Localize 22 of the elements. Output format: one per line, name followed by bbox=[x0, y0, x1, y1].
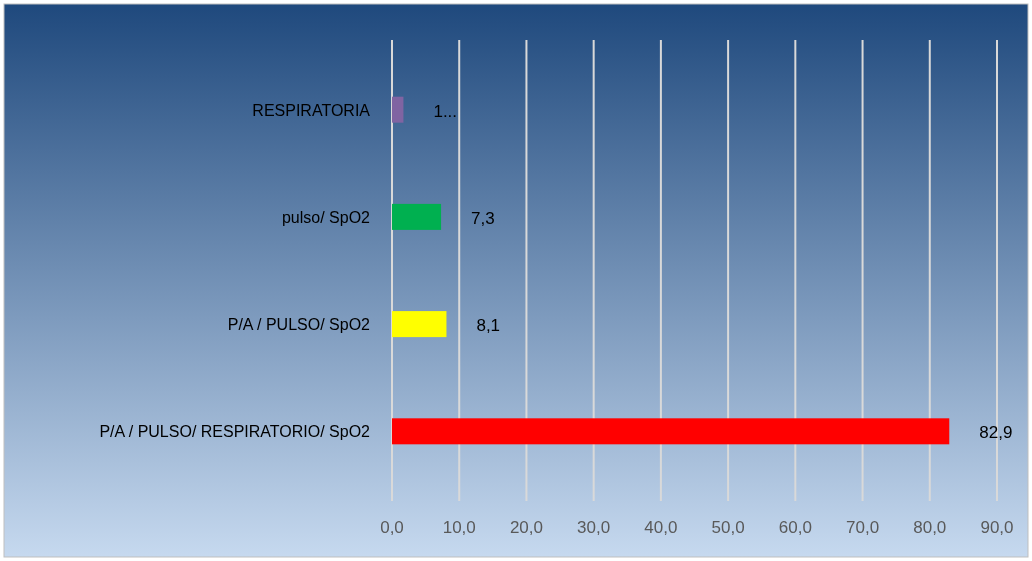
y-tick-label: P/A / PULSO/ RESPIRATORIO/ SpO2 bbox=[99, 423, 371, 441]
bar bbox=[392, 311, 447, 338]
x-tick-label: 40,0 bbox=[644, 518, 678, 537]
x-tick-label: 80,0 bbox=[913, 518, 947, 537]
bar bbox=[392, 418, 950, 445]
y-tick-label: pulso/ SpO2 bbox=[281, 208, 371, 226]
x-tick-label: 30,0 bbox=[577, 518, 611, 537]
x-tick-label: 10,0 bbox=[442, 518, 476, 537]
x-tick-label: 90,0 bbox=[980, 518, 1014, 537]
x-tick-label: 20,0 bbox=[509, 518, 543, 537]
data-label: 1... bbox=[433, 101, 458, 121]
data-label: 7,3 bbox=[471, 208, 495, 228]
bar bbox=[392, 203, 442, 230]
x-tick-label: 60,0 bbox=[778, 518, 812, 537]
data-label: 8,1 bbox=[476, 316, 501, 336]
y-tick-label: RESPIRATORIA bbox=[252, 101, 371, 119]
x-tick-label: 70,0 bbox=[846, 518, 880, 537]
x-tick-label: 50,0 bbox=[711, 518, 745, 537]
bar bbox=[392, 96, 404, 123]
x-tick-label: 0,0 bbox=[380, 518, 404, 537]
y-tick-label: P/A / PULSO/ SpO2 bbox=[227, 316, 371, 334]
data-label: 82,9 bbox=[979, 423, 1013, 443]
